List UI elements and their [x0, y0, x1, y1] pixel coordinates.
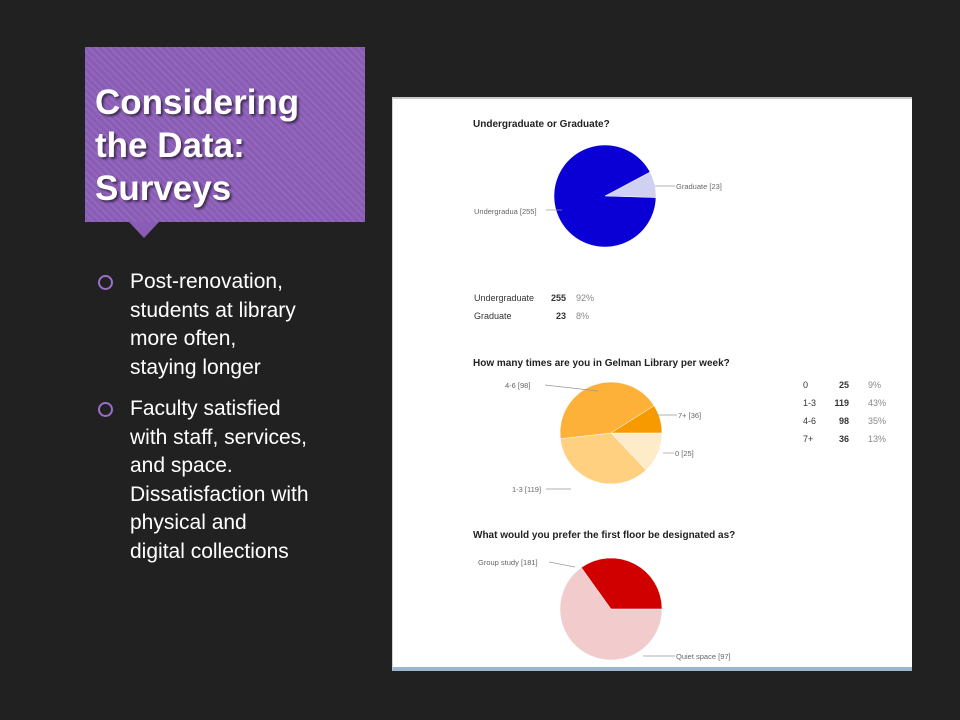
table-cell-percent: 92% — [576, 293, 595, 303]
table-row: Graduate 23 8% — [474, 307, 604, 325]
table-row: 0 25 9% — [803, 376, 898, 394]
bullet-text-line: physical and — [130, 511, 247, 534]
slide-title-box: Considering the Data: Surveys — [85, 47, 365, 238]
pie-label: 4-6 [98] — [505, 381, 531, 390]
table-cell-percent: 13% — [868, 434, 887, 444]
bullet-item: Faculty satisfied with staff, services, … — [96, 395, 366, 566]
table-cell-percent: 8% — [576, 311, 590, 321]
bullet-text-line: digital collections — [130, 539, 289, 563]
table-row: 7+ 36 13% — [803, 430, 898, 448]
table-cell-percent: 43% — [868, 398, 887, 408]
pie-leader-lines — [546, 185, 675, 211]
pie-label: Quiet space [97] — [676, 652, 731, 661]
table-cell-count: 255 — [550, 293, 566, 303]
table-cell-count: 98 — [838, 416, 849, 426]
bullet-text-line: and space. — [130, 454, 233, 477]
bullet-text-line: more often, — [130, 327, 237, 350]
bullet-text-line: students at library — [130, 298, 296, 322]
table-row: Undergraduate 255 92% — [474, 289, 604, 307]
chart-title: How many times are you in Gelman Library… — [473, 358, 730, 369]
table-cell-label: Undergraduate — [474, 293, 535, 303]
pie-chart-student-level — [553, 144, 657, 248]
slide-title-line: the Data: — [95, 126, 245, 165]
stats-table: 0 25 9% 1-3 119 43% 4-6 98 35% 7+ 36 13% — [803, 376, 898, 448]
hollow-circle-bullet-icon — [98, 275, 113, 290]
table-cell-percent: 35% — [868, 416, 887, 426]
chart-title: Undergraduate or Graduate? — [473, 119, 610, 130]
table-cell-label: 0 — [803, 380, 809, 390]
pie-chart-first-floor-preference — [559, 557, 663, 661]
pie-leader-lines — [548, 561, 675, 657]
pie-chart-visit-frequency — [559, 381, 663, 485]
slide-title-line: Surveys — [95, 169, 232, 208]
pie-label: 7+ [36] — [678, 411, 702, 420]
table-cell-count: 23 — [555, 311, 566, 321]
pie-label: Group study [181] — [478, 558, 538, 567]
bullet-text-line: Dissatisfaction with — [130, 482, 309, 506]
table-cell-label: Graduate — [474, 311, 512, 321]
chart-title: What would you prefer the first floor be… — [473, 530, 736, 541]
table-cell-percent: 9% — [868, 380, 882, 390]
bullet-text-line: with staff, services, — [130, 425, 308, 449]
hollow-circle-bullet-icon — [98, 402, 113, 417]
pie-slice-group-study — [559, 567, 663, 661]
pie-label: Graduate [23] — [676, 182, 722, 191]
pie-label: 1-3 [119] — [512, 485, 542, 494]
bullet-text-line: Faculty satisfied — [130, 397, 281, 420]
pie-leader-lines — [544, 384, 677, 490]
pie-label: 0 [25] — [675, 449, 694, 458]
table-row: 4-6 98 35% — [803, 412, 898, 430]
bullet-item: Post-renovation, students at library mor… — [96, 268, 366, 382]
pie-slice-4-6 — [560, 432, 647, 485]
survey-results-panel: Undergraduate or Graduate? Graduate [23]… — [392, 97, 912, 671]
pie-slice-undergradua — [553, 144, 657, 248]
table-cell-label: 7+ — [803, 434, 814, 444]
bullet-text-line: staying longer — [130, 355, 261, 379]
pie-slice-quiet-space — [580, 557, 663, 610]
bullet-list: Post-renovation, students at library mor… — [96, 268, 366, 579]
table-cell-label: 1-3 — [803, 398, 817, 408]
pie-slice-0 — [610, 405, 663, 434]
pie-label: Undergradua [255] — [474, 207, 537, 216]
bullet-text-line: Post-renovation, — [130, 270, 283, 293]
table-cell-count: 36 — [838, 434, 849, 444]
stats-table: Undergraduate 255 92% Graduate 23 8% — [474, 289, 604, 325]
table-cell-label: 4-6 — [803, 416, 817, 426]
pie-slice-1-3 — [559, 381, 655, 440]
slide-title-line: Considering — [95, 83, 300, 122]
table-cell-count: 25 — [838, 380, 849, 390]
table-cell-count: 119 — [834, 398, 849, 408]
table-row: 1-3 119 43% — [803, 394, 898, 412]
